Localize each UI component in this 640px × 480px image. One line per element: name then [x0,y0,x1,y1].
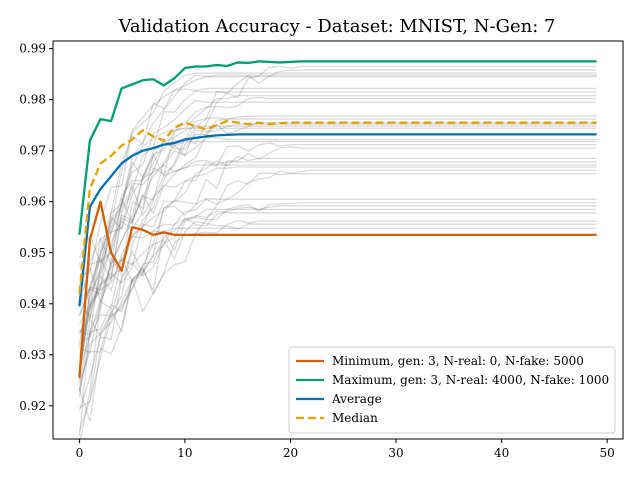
background-run-line [79,87,597,276]
legend-label: Minimum, gen: 3, N-real: 0, N-fake: 5000 [332,354,584,368]
background-run-line [78,155,597,324]
series-line [78,200,597,378]
background-run-line [78,76,597,317]
plot-frame [52,40,624,440]
y-tick-label: 0.94 [19,297,46,311]
background-run-line [78,74,597,358]
background-run-line [78,202,597,398]
x-tick-label: 40 [494,446,509,460]
background-run-line [78,127,597,381]
background-run-line [78,115,597,265]
background-run-line [78,172,597,422]
x-tick-label: 0 [76,446,84,460]
chart-title: Validation Accuracy - Dataset: MNIST, N-… [117,16,555,37]
background-run-line [78,125,597,367]
series-line [78,60,597,236]
y-tick-label: 0.93 [19,348,46,362]
background-run-line [78,99,597,371]
background-run-line [78,65,597,432]
legend: Minimum, gen: 3, N-real: 0, N-fake: 5000… [288,346,616,434]
background-run-line [78,96,597,300]
series-line [78,133,597,307]
y-tick-label: 0.96 [19,195,46,209]
x-tick-label: 50 [600,446,615,460]
y-axis: 0.92 0.93 0.94 0.95 0.96 0.97 0.98 0.99 [19,42,53,413]
y-tick-label: 0.98 [19,93,46,107]
x-tick-label: 10 [177,446,192,460]
background-run-line [78,90,597,446]
background-run-line [79,205,597,344]
background-run-line [79,123,597,354]
background-run-line [78,227,597,333]
background-run-line [79,166,597,409]
series-lines [78,60,597,378]
background-run-line [78,142,597,286]
background-run-line [78,208,597,391]
background-run-line [78,220,597,310]
background-run-line [78,146,597,412]
legend-label: Maximum, gen: 3, N-real: 4000, N-fake: 1… [332,373,609,387]
background-run-line [79,72,597,336]
background-run-line [78,69,597,335]
legend-label: Average [331,392,382,406]
series-line [78,119,597,294]
background-run-line [78,210,597,392]
y-tick-label: 0.97 [19,144,46,158]
legend-box [288,346,616,434]
x-tick-label: 30 [388,446,403,460]
background-run-line [78,197,597,373]
y-tick-label: 0.95 [19,246,46,260]
background-run-line [78,219,597,384]
x-tick-label: 20 [283,446,298,460]
background-run-line [78,159,597,304]
legend-label: Median [332,411,378,425]
x-axis: 0 10 20 30 40 50 [76,439,615,460]
background-run-line [78,140,597,380]
background-run-line [78,164,597,348]
background-run-line [78,137,597,371]
y-tick-label: 0.92 [19,399,46,413]
background-run-line [78,169,597,316]
background-run-line [78,94,597,436]
y-tick-label: 0.99 [19,42,46,56]
